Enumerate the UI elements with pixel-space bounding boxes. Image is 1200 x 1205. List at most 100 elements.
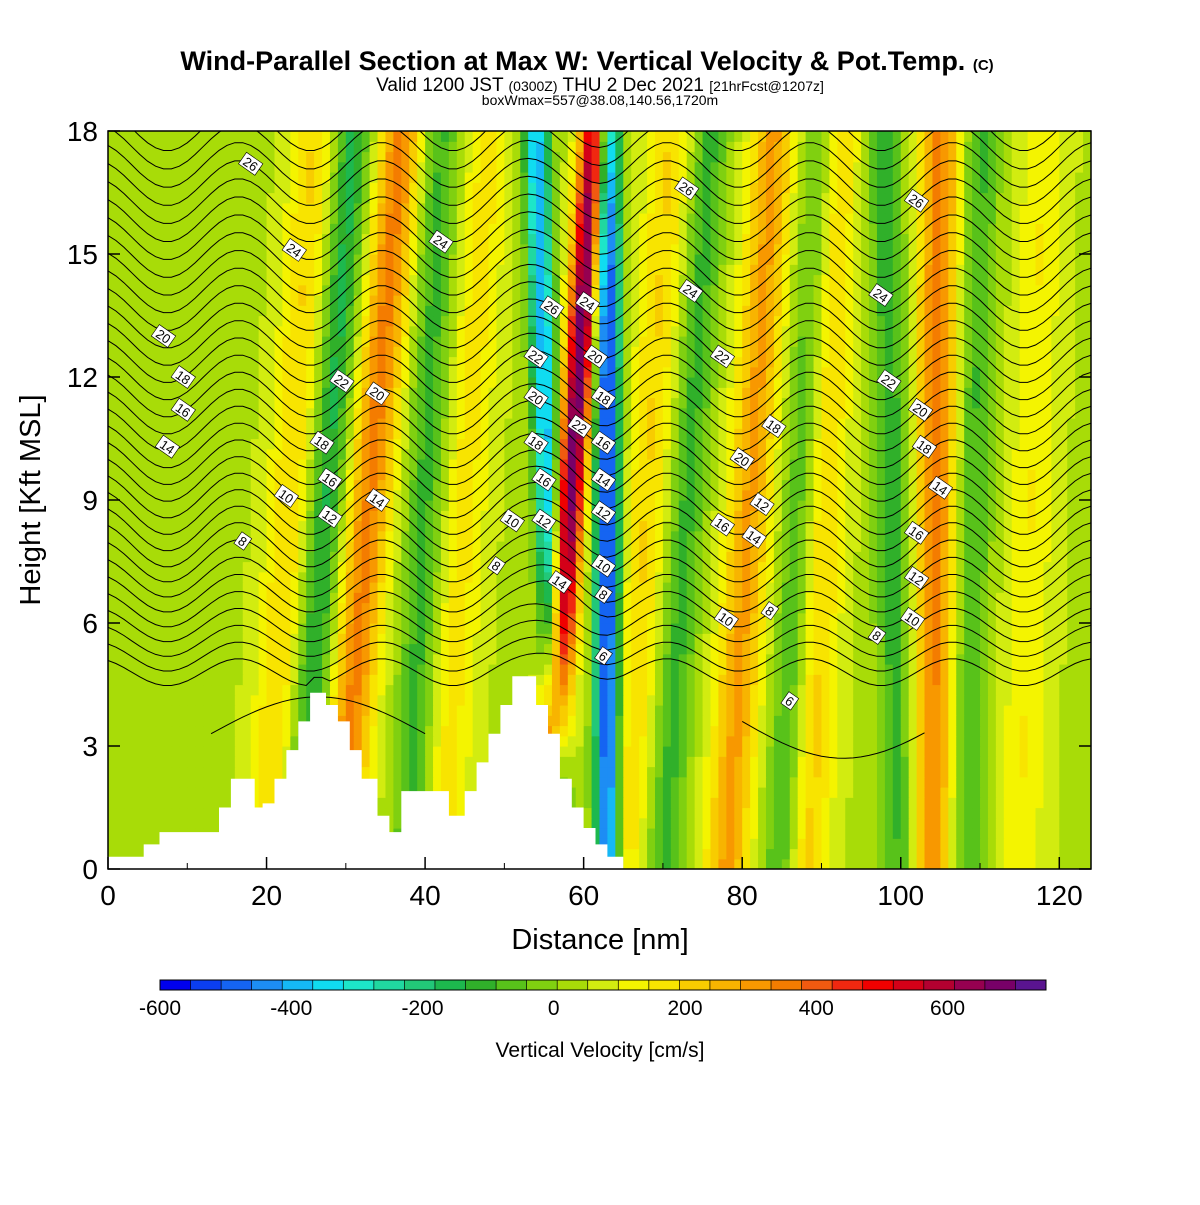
velocity-cell <box>742 694 751 706</box>
velocity-cell <box>932 776 941 788</box>
velocity-cell <box>440 469 450 481</box>
velocity-cell <box>710 838 720 850</box>
velocity-cell <box>940 848 949 860</box>
velocity-cell <box>551 633 561 645</box>
velocity-cell <box>409 592 418 604</box>
velocity-cell <box>710 469 720 481</box>
velocity-cell <box>131 448 141 460</box>
velocity-cell <box>702 489 712 501</box>
velocity-cell <box>678 500 688 511</box>
velocity-cell <box>869 807 878 819</box>
velocity-cell <box>829 633 838 645</box>
velocity-cell <box>932 735 941 747</box>
velocity-cell <box>258 633 268 645</box>
velocity-cell <box>1067 623 1076 634</box>
velocity-cell <box>1059 797 1068 809</box>
velocity-cell <box>361 705 371 716</box>
velocity-cell <box>1051 520 1060 532</box>
velocity-cell <box>647 571 656 583</box>
velocity-cell <box>115 612 125 624</box>
velocity-cell <box>131 735 141 747</box>
velocity-cell <box>488 674 498 686</box>
velocity-cell <box>884 530 894 542</box>
velocity-cell <box>892 510 902 522</box>
velocity-cell <box>274 715 284 727</box>
velocity-cell <box>298 448 307 460</box>
velocity-cell <box>956 479 965 491</box>
velocity-cell <box>123 848 133 860</box>
velocity-cell <box>726 561 735 573</box>
velocity-cell <box>932 541 941 552</box>
velocity-cell <box>773 838 783 850</box>
velocity-cell <box>647 705 656 716</box>
velocity-cell <box>567 530 577 542</box>
velocity-cell <box>393 459 402 470</box>
velocity-cell <box>995 469 1005 481</box>
velocity-cell <box>211 664 220 675</box>
velocity-cell <box>1083 684 1091 696</box>
velocity-cell <box>512 633 521 645</box>
velocity-cell <box>115 489 125 501</box>
velocity-cell <box>401 510 410 522</box>
velocity-cell <box>948 858 957 869</box>
velocity-cell <box>290 530 299 542</box>
velocity-cell <box>393 787 402 798</box>
velocity-cell <box>718 459 727 470</box>
velocity-cell <box>591 489 601 501</box>
velocity-cell <box>972 756 981 768</box>
velocity-cell <box>131 469 141 481</box>
velocity-cell <box>385 633 394 645</box>
velocity-cell <box>385 530 394 542</box>
velocity-cell <box>131 807 141 819</box>
velocity-cell <box>884 489 894 501</box>
velocity-cell <box>686 725 696 737</box>
velocity-cell <box>1019 735 1029 747</box>
velocity-cell <box>575 735 585 747</box>
velocity-cell <box>139 633 149 645</box>
velocity-cell <box>417 684 426 696</box>
velocity-cell <box>187 705 196 716</box>
velocity-cell <box>440 520 450 532</box>
velocity-cell <box>813 551 823 563</box>
velocity-cell <box>448 715 458 727</box>
velocity-cell <box>155 797 165 809</box>
velocity-cell <box>472 500 482 511</box>
velocity-cell <box>654 510 664 522</box>
velocity-cell <box>662 858 672 869</box>
velocity-cell <box>599 633 609 645</box>
velocity-cell <box>163 459 173 470</box>
velocity-cell <box>773 858 783 869</box>
velocity-cell <box>1059 684 1068 696</box>
velocity-cell <box>377 510 387 522</box>
velocity-cell <box>932 664 941 675</box>
velocity-cell <box>290 551 299 563</box>
velocity-cell <box>876 674 886 686</box>
velocity-cell <box>385 674 394 686</box>
velocity-cell <box>155 510 165 522</box>
velocity-cell <box>829 459 838 470</box>
velocity-cell <box>623 725 632 737</box>
velocity-cell <box>536 592 545 604</box>
velocity-cell <box>1003 735 1013 747</box>
velocity-cell <box>179 530 188 542</box>
velocity-cell <box>250 530 260 542</box>
velocity-cell <box>726 705 735 716</box>
velocity-cell <box>599 684 609 696</box>
velocity-cell <box>115 694 125 706</box>
velocity-cell <box>417 500 426 511</box>
velocity-cell <box>496 500 505 511</box>
velocity-cell <box>948 817 957 829</box>
velocity-cell <box>789 479 799 491</box>
velocity-cell <box>1003 643 1013 655</box>
velocity-cell <box>551 541 561 552</box>
velocity-cell <box>155 684 165 696</box>
velocity-cell <box>385 715 394 727</box>
velocity-cell <box>409 612 418 624</box>
velocity-cell <box>908 551 918 563</box>
velocity-cell <box>710 500 720 511</box>
velocity-cell <box>314 674 323 686</box>
velocity-cell <box>710 787 720 798</box>
velocity-cell <box>385 623 394 634</box>
velocity-cell <box>995 592 1005 604</box>
velocity-cell <box>345 592 355 604</box>
